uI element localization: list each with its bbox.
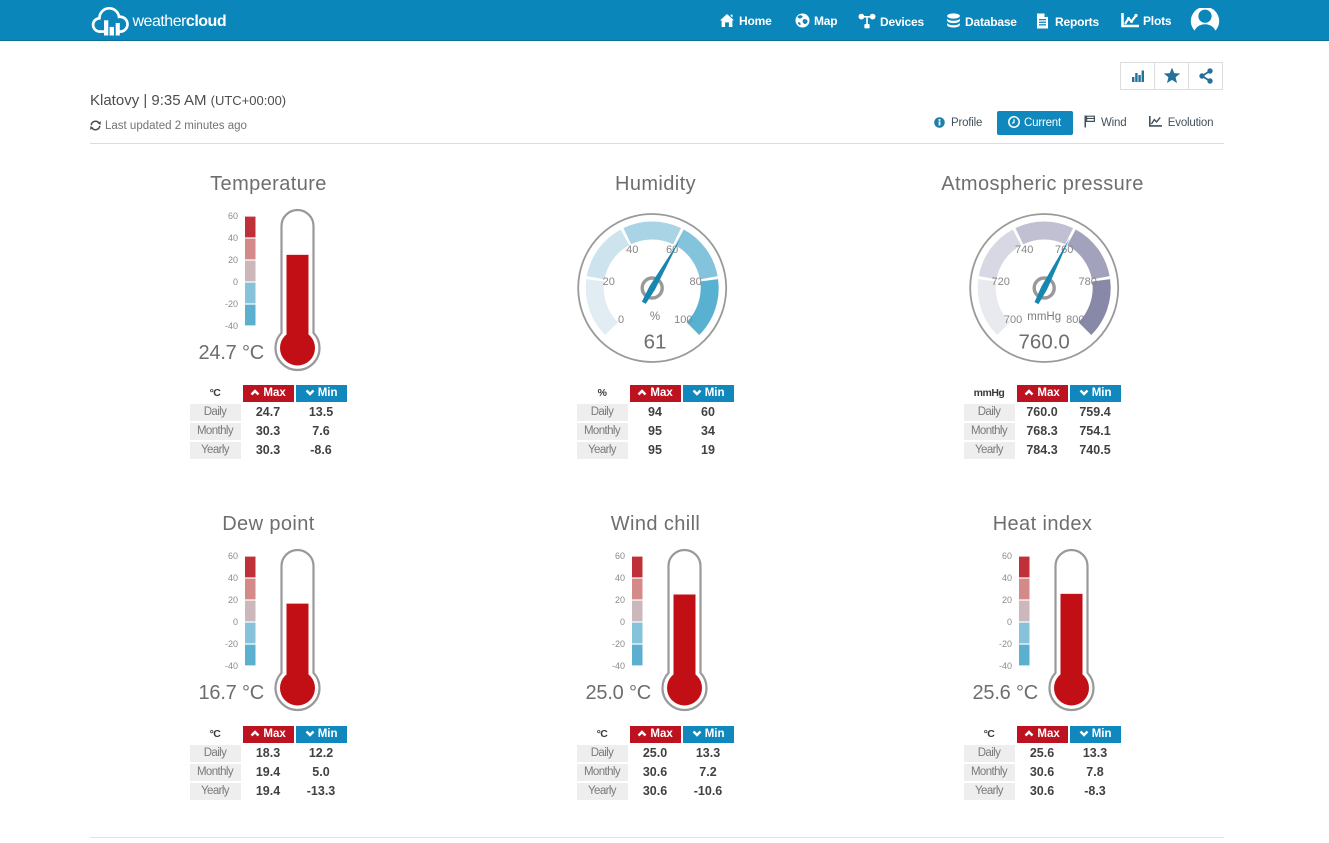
svg-text:16.7 °C: 16.7 °C xyxy=(198,682,264,704)
svg-text:20: 20 xyxy=(228,595,238,605)
svg-text:60: 60 xyxy=(228,211,238,221)
svg-text:20: 20 xyxy=(1002,595,1012,605)
svg-text:20: 20 xyxy=(603,276,615,288)
svg-text:mmHg: mmHg xyxy=(1027,311,1061,323)
svg-text:-20: -20 xyxy=(999,639,1012,649)
svg-text:-20: -20 xyxy=(612,639,625,649)
svg-text:-40: -40 xyxy=(225,661,238,671)
svg-text:-40: -40 xyxy=(999,661,1012,671)
svg-text:-40: -40 xyxy=(612,661,625,671)
svg-text:100: 100 xyxy=(674,314,692,326)
svg-text:0: 0 xyxy=(233,277,238,287)
svg-text:720: 720 xyxy=(992,276,1010,288)
svg-text:20: 20 xyxy=(615,595,625,605)
svg-text:-20: -20 xyxy=(225,299,238,309)
svg-text:0: 0 xyxy=(620,617,625,627)
svg-text:60: 60 xyxy=(228,551,238,561)
svg-text:61: 61 xyxy=(644,331,667,354)
svg-text:20: 20 xyxy=(228,255,238,265)
svg-text:40: 40 xyxy=(228,573,238,583)
svg-text:80: 80 xyxy=(690,276,702,288)
svg-text:800: 800 xyxy=(1066,314,1084,326)
svg-text:%: % xyxy=(650,311,660,323)
svg-text:40: 40 xyxy=(615,573,625,583)
svg-text:0: 0 xyxy=(1007,617,1012,627)
svg-text:0: 0 xyxy=(618,314,624,326)
svg-text:25.6 °C: 25.6 °C xyxy=(972,682,1038,704)
svg-text:60: 60 xyxy=(1002,551,1012,561)
svg-text:780: 780 xyxy=(1078,276,1096,288)
svg-text:60: 60 xyxy=(615,551,625,561)
svg-text:760.0: 760.0 xyxy=(1019,331,1070,354)
svg-text:24.7 °C: 24.7 °C xyxy=(198,342,264,364)
svg-text:40: 40 xyxy=(228,233,238,243)
svg-text:25.0 °C: 25.0 °C xyxy=(585,682,651,704)
svg-text:-40: -40 xyxy=(225,321,238,331)
svg-text:40: 40 xyxy=(626,244,638,256)
svg-text:0: 0 xyxy=(233,617,238,627)
svg-text:740: 740 xyxy=(1015,244,1033,256)
svg-text:700: 700 xyxy=(1004,314,1022,326)
svg-text:-20: -20 xyxy=(225,639,238,649)
svg-text:40: 40 xyxy=(1002,573,1012,583)
